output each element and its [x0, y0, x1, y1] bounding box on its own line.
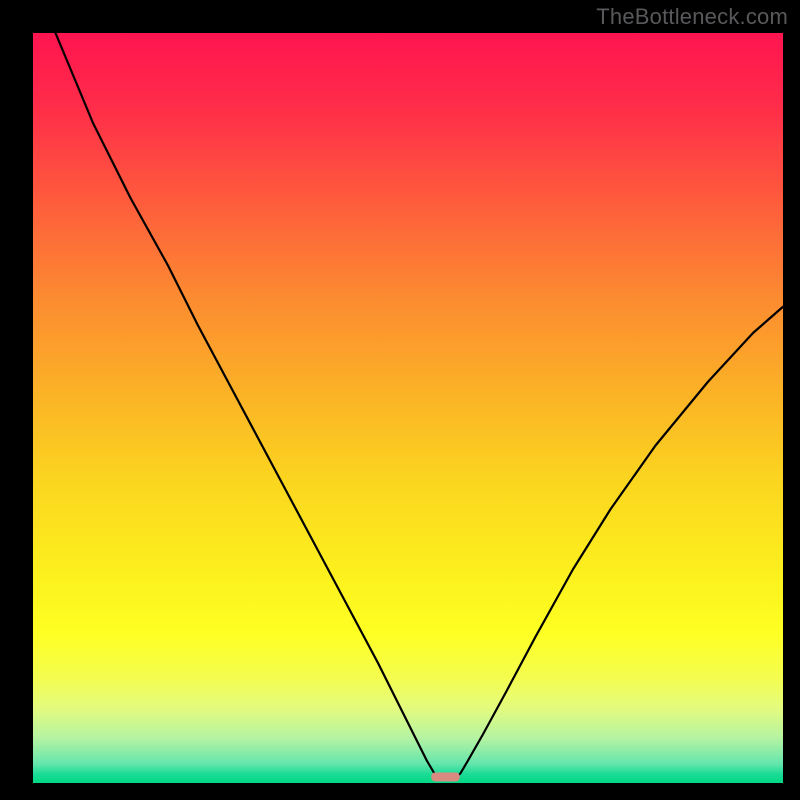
- bottleneck-chart: [33, 33, 783, 783]
- chart-frame: TheBottleneck.com: [0, 0, 800, 800]
- plot-area: [33, 33, 783, 783]
- notch-marker: [431, 773, 460, 782]
- watermark-text: TheBottleneck.com: [596, 4, 788, 30]
- gradient-background: [33, 33, 783, 783]
